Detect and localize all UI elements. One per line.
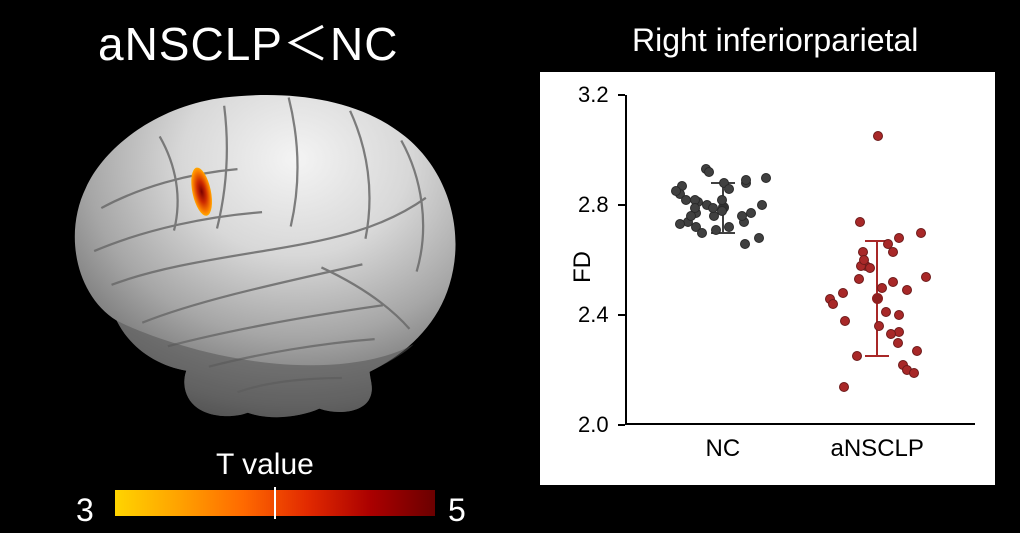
data-point [855,217,865,227]
data-point [912,346,922,356]
data-point [854,274,864,284]
data-point [888,247,898,257]
ytick [618,424,625,426]
data-point [697,228,707,238]
data-point [894,310,904,320]
data-point [921,272,931,282]
colorbar-min-label: 3 [76,492,94,529]
data-point [761,173,771,183]
figure-root: aNSCLP＜NC [0,0,1020,533]
y-axis-title: FD [569,251,597,283]
colorbar-title: T value [216,448,314,482]
colorbar-midtick [274,487,276,519]
ytick-label: 3.2 [578,82,609,108]
data-point [717,195,727,205]
data-point [840,316,850,326]
category-label: aNSCLP [831,435,924,463]
mean-marker [872,293,883,304]
ytick-label: 2.8 [578,192,609,218]
data-point [675,219,685,229]
data-point [737,211,747,221]
data-point [828,299,838,309]
colorbar-max-label: 5 [448,492,466,529]
data-point [757,200,767,210]
chart-title: Right inferiorparietal [632,22,918,59]
data-point [909,368,919,378]
ytick [618,94,625,96]
data-point [724,184,734,194]
plot-area [625,95,975,425]
error-cap [865,355,889,357]
data-point [852,351,862,361]
data-point [838,288,848,298]
data-point [893,338,903,348]
ytick [618,314,625,316]
data-point [916,228,926,238]
chart-panel: FD 2.0 2.4 2.8 3.2 NC aNSCLP [540,72,995,485]
brain-render [45,75,475,423]
data-point [877,283,887,293]
ytick-label: 2.4 [578,302,609,328]
data-point [754,233,764,243]
ytick-label: 2.0 [578,412,609,438]
category-label: NC [706,435,741,463]
data-point [894,233,904,243]
data-point [724,222,734,232]
ytick [618,204,625,206]
data-point [704,167,714,177]
data-point [874,321,884,331]
data-point [717,206,727,216]
data-point [839,382,849,392]
left-panel-title: aNSCLP＜NC [98,8,398,74]
data-point [681,195,691,205]
data-point [740,239,750,249]
